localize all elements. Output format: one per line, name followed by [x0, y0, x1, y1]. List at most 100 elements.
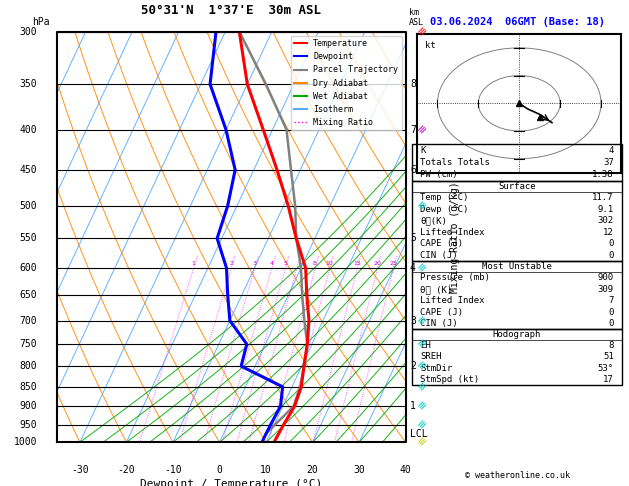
Text: 4: 4	[608, 146, 614, 155]
Text: 900: 900	[19, 401, 37, 411]
Text: 400: 400	[19, 125, 37, 135]
Text: θᴇ(K): θᴇ(K)	[420, 216, 447, 226]
Text: hPa: hPa	[32, 17, 50, 28]
Text: 15: 15	[353, 261, 361, 266]
Text: 9.1: 9.1	[598, 205, 614, 214]
Text: 600: 600	[19, 263, 37, 273]
Text: $\equiv$: $\equiv$	[413, 417, 429, 433]
Text: 309: 309	[598, 285, 614, 294]
Text: 300: 300	[19, 27, 37, 36]
Text: 50°31'N  1°37'E  30m ASL: 50°31'N 1°37'E 30m ASL	[141, 4, 321, 17]
Text: 17: 17	[603, 375, 614, 384]
Text: 25: 25	[389, 261, 397, 266]
Text: 40: 40	[400, 465, 411, 475]
Text: © weatheronline.co.uk: © weatheronline.co.uk	[465, 471, 569, 480]
Text: -20: -20	[118, 465, 135, 475]
Text: 850: 850	[19, 382, 37, 392]
Text: 450: 450	[19, 165, 37, 175]
Text: StmSpd (kt): StmSpd (kt)	[420, 375, 479, 384]
Text: 550: 550	[19, 233, 37, 243]
Text: 10: 10	[260, 465, 272, 475]
Text: 2: 2	[229, 261, 233, 266]
Text: -30: -30	[71, 465, 89, 475]
Text: 20: 20	[307, 465, 318, 475]
Text: Most Unstable: Most Unstable	[482, 262, 552, 271]
Text: 1.38: 1.38	[592, 170, 614, 179]
Text: 302: 302	[598, 216, 614, 226]
Text: Lifted Index: Lifted Index	[420, 228, 485, 237]
Text: 30: 30	[353, 465, 365, 475]
Text: 8: 8	[608, 341, 614, 350]
Text: 12: 12	[603, 228, 614, 237]
Text: LCL: LCL	[410, 429, 428, 439]
Text: $\equiv$: $\equiv$	[413, 312, 429, 329]
Text: 750: 750	[19, 339, 37, 349]
Text: CIN (J): CIN (J)	[420, 319, 458, 328]
Text: 500: 500	[19, 201, 37, 211]
Text: 1: 1	[410, 401, 416, 411]
Text: $\equiv$: $\equiv$	[413, 358, 429, 374]
Text: 3: 3	[252, 261, 257, 266]
Text: $\equiv$: $\equiv$	[413, 336, 429, 352]
Text: 0: 0	[608, 308, 614, 316]
Text: 700: 700	[19, 315, 37, 326]
Text: CAPE (J): CAPE (J)	[420, 308, 464, 316]
Text: Dewp (°C): Dewp (°C)	[420, 205, 469, 214]
Text: 800: 800	[19, 361, 37, 371]
Text: 11.7: 11.7	[592, 193, 614, 203]
Text: 03.06.2024  06GMT (Base: 18): 03.06.2024 06GMT (Base: 18)	[430, 17, 604, 27]
Text: Dewpoint / Temperature (°C): Dewpoint / Temperature (°C)	[140, 479, 322, 486]
Text: 0: 0	[216, 465, 223, 475]
Text: $\equiv$: $\equiv$	[413, 198, 429, 214]
Text: 2: 2	[410, 361, 416, 371]
Text: $\equiv$: $\equiv$	[413, 260, 429, 276]
Text: 0: 0	[608, 319, 614, 328]
Text: 0: 0	[608, 251, 614, 260]
Text: $\equiv$: $\equiv$	[413, 379, 429, 395]
Text: θᴇ (K): θᴇ (K)	[420, 285, 453, 294]
Text: SREH: SREH	[420, 352, 442, 362]
Text: CIN (J): CIN (J)	[420, 251, 458, 260]
Text: EH: EH	[420, 341, 431, 350]
Text: km
ASL: km ASL	[409, 8, 424, 28]
Text: 8: 8	[410, 79, 416, 89]
Text: Hodograph: Hodograph	[493, 330, 541, 339]
Text: 4: 4	[410, 263, 416, 273]
Text: $\equiv$: $\equiv$	[413, 122, 429, 138]
Legend: Temperature, Dewpoint, Parcel Trajectory, Dry Adiabat, Wet Adiabat, Isotherm, Mi: Temperature, Dewpoint, Parcel Trajectory…	[291, 36, 401, 130]
Text: StmDir: StmDir	[420, 364, 453, 373]
Text: 51: 51	[603, 352, 614, 362]
Text: 650: 650	[19, 290, 37, 300]
Text: Lifted Index: Lifted Index	[420, 296, 485, 305]
Text: Mixing Ratio (g/kg): Mixing Ratio (g/kg)	[450, 181, 460, 293]
Text: -10: -10	[164, 465, 182, 475]
Text: 8: 8	[313, 261, 317, 266]
Text: 53°: 53°	[598, 364, 614, 373]
Text: $\equiv$: $\equiv$	[413, 434, 429, 450]
Text: 5: 5	[283, 261, 287, 266]
Text: PW (cm): PW (cm)	[420, 170, 458, 179]
Text: Totals Totals: Totals Totals	[420, 158, 490, 167]
Text: 20: 20	[373, 261, 381, 266]
Text: $\equiv$: $\equiv$	[413, 399, 429, 414]
Text: 900: 900	[598, 274, 614, 282]
Text: 4: 4	[269, 261, 274, 266]
Text: CAPE (J): CAPE (J)	[420, 239, 464, 248]
Text: 950: 950	[19, 420, 37, 430]
Text: 3: 3	[410, 315, 416, 326]
Text: 1000: 1000	[14, 437, 37, 447]
Text: 1: 1	[191, 261, 195, 266]
Text: 5: 5	[410, 233, 416, 243]
Text: 37: 37	[603, 158, 614, 167]
Text: 6: 6	[410, 165, 416, 175]
Text: Surface: Surface	[498, 182, 536, 191]
Text: 7: 7	[410, 125, 416, 135]
Text: $\equiv$: $\equiv$	[413, 24, 429, 39]
Text: 7: 7	[608, 296, 614, 305]
Text: Temp (°C): Temp (°C)	[420, 193, 469, 203]
Text: K: K	[420, 146, 426, 155]
Text: 0: 0	[608, 239, 614, 248]
Text: Pressure (mb): Pressure (mb)	[420, 274, 490, 282]
Text: 10: 10	[326, 261, 333, 266]
Text: kt: kt	[425, 41, 436, 50]
